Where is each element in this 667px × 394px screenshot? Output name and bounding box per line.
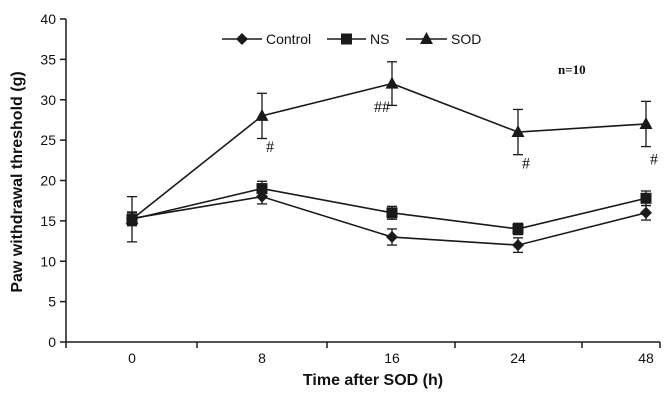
- significance-mark: #: [266, 139, 274, 156]
- x-tick-label: 0: [128, 350, 136, 366]
- x-tick-label: 16: [384, 350, 400, 366]
- legend-label: NS: [370, 31, 389, 47]
- legend: Control NS SOD: [222, 31, 481, 47]
- legend-marker: [420, 32, 433, 44]
- data-point: [640, 206, 652, 219]
- y-tick-label: 35: [40, 51, 56, 67]
- series-sod: [125, 61, 653, 243]
- data-point: [511, 125, 525, 138]
- y-tick-label: 20: [40, 173, 56, 189]
- x-axis-title: Time after SOD (h): [303, 372, 443, 389]
- data-point: [512, 223, 524, 235]
- y-axis-title: Paw withdrawal threshold (g): [9, 71, 26, 292]
- y-tick-label: 10: [40, 253, 56, 269]
- series-layer: [125, 61, 653, 254]
- data-point: [255, 108, 269, 121]
- data-point: [386, 231, 398, 244]
- y-tick-label: 5: [48, 294, 56, 310]
- y-ticks: 0 5 10 15 20 25 30 35 40: [40, 11, 66, 350]
- x-tick-label: 24: [510, 350, 526, 366]
- legend-label: Control: [266, 31, 311, 47]
- series-control: [126, 188, 652, 254]
- legend-item-ns: NS: [327, 31, 389, 47]
- legend-marker: [341, 33, 352, 45]
- data-point: [640, 192, 652, 204]
- x-ticks: 0 8 16 24 48: [65, 342, 661, 366]
- legend-label: SOD: [451, 31, 481, 47]
- data-point: [125, 212, 139, 225]
- significance-mark: #: [650, 151, 658, 168]
- y-tick-label: 15: [40, 213, 56, 229]
- significance-mark: #: [522, 155, 530, 172]
- annotation-layer: #### #: [266, 99, 658, 173]
- legend-item-control: Control: [222, 31, 311, 47]
- data-point: [512, 239, 524, 252]
- series-ns: [126, 180, 652, 236]
- x-tick-label: 48: [638, 350, 654, 366]
- data-point: [256, 183, 268, 195]
- sample-size-note: n=10: [558, 62, 586, 77]
- data-point: [639, 116, 653, 129]
- data-point: [386, 207, 398, 219]
- y-tick-label: 0: [48, 334, 56, 350]
- data-point: [385, 76, 399, 89]
- y-tick-label: 30: [40, 92, 56, 108]
- legend-marker: [236, 33, 248, 45]
- x-tick-label: 8: [258, 350, 266, 366]
- y-tick-label: 40: [40, 11, 56, 27]
- significance-mark: ##: [374, 99, 390, 116]
- y-tick-label: 25: [40, 132, 56, 148]
- legend-item-sod: SOD: [406, 31, 481, 47]
